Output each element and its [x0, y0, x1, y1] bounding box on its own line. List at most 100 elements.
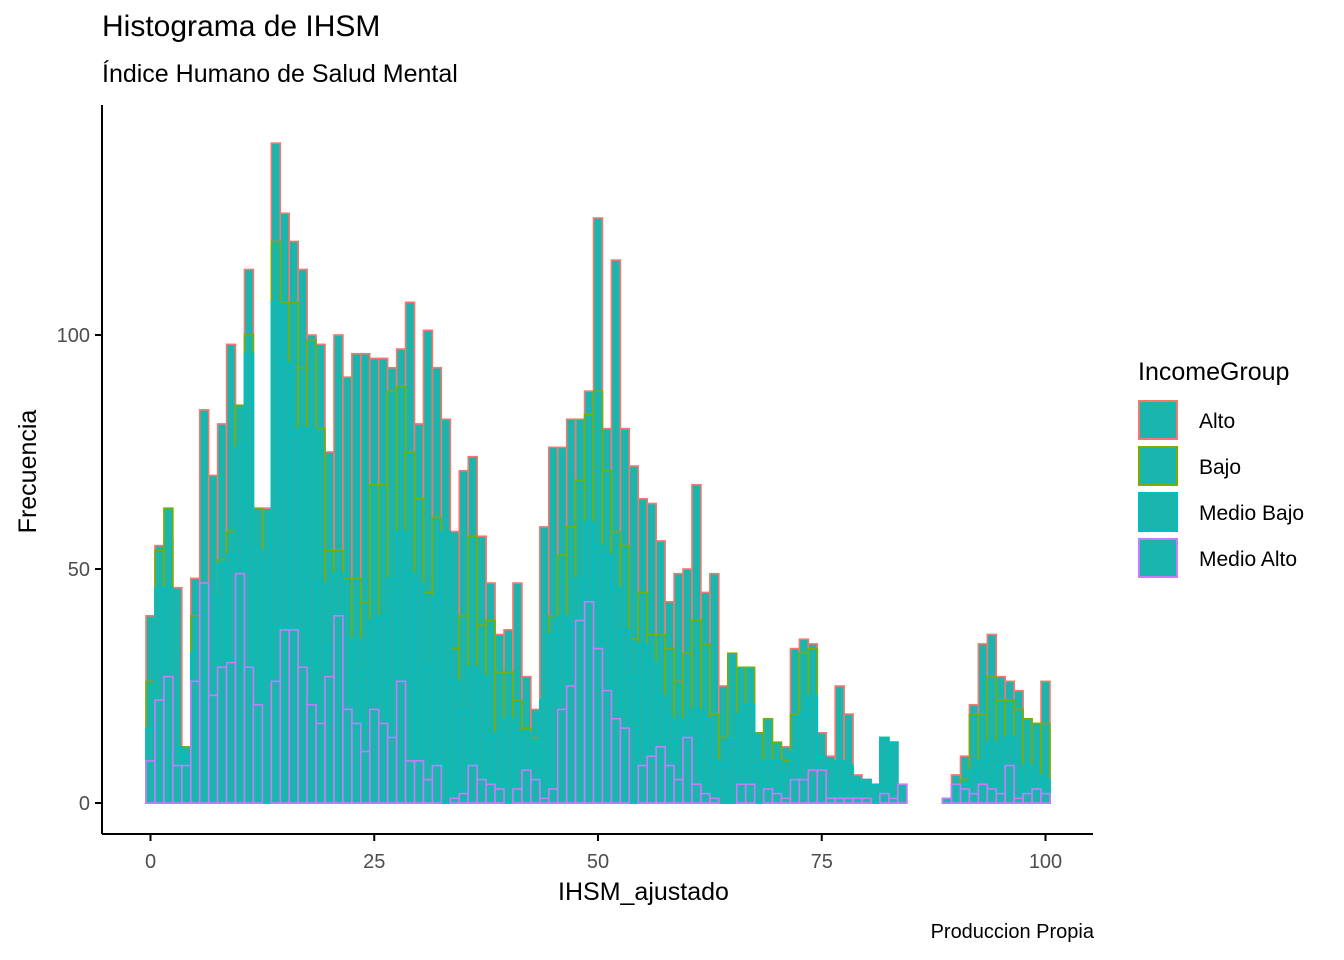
x-axis-label: IHSM_ajustado	[558, 878, 729, 906]
bar-medio-bajo-13	[261, 558, 273, 804]
bar-medio-alto-6	[198, 582, 210, 804]
bar-medio-alto-43	[530, 778, 541, 804]
bar-medio-alto-48	[574, 619, 586, 804]
bar-medio-alto-84	[897, 783, 908, 804]
bar-medio-alto-38	[485, 783, 496, 804]
bar-medio-alto-60	[682, 736, 693, 804]
bar-medio-alto-76	[825, 797, 836, 804]
bar-medio-alto-50	[592, 647, 604, 804]
bar-medio-bajo-63	[709, 760, 720, 804]
bar-medio-alto-14	[270, 680, 282, 804]
bar-medio-alto-97	[1013, 797, 1024, 804]
legend-item-medio-alto: Medio Alto	[1138, 538, 1338, 584]
bar-medio-bajo-78	[843, 764, 854, 804]
bar-medio-alto-21	[333, 614, 344, 804]
legend-title: IncomeGroup	[1138, 358, 1290, 386]
bar-medio-alto-24	[360, 750, 371, 804]
bar-medio-alto-46	[556, 708, 568, 804]
bar-medio-alto-67	[744, 783, 756, 804]
bar-medio-alto-51	[601, 689, 613, 804]
bar-medio-alto-96	[1004, 764, 1015, 804]
bar-medio-alto-41	[512, 788, 523, 804]
bar-medio-bajo-45	[547, 633, 559, 804]
bar-medio-alto-69	[762, 788, 774, 804]
x-tick-label: 75	[811, 851, 833, 873]
bar-medio-bajo-68	[753, 764, 765, 804]
bar-medio-alto-90	[950, 783, 962, 804]
bar-medio-alto-98	[1022, 792, 1033, 804]
bar-medio-alto-5	[189, 680, 201, 804]
bar-medio-alto-49	[583, 600, 595, 804]
bar-medio-bajo-40	[503, 717, 514, 804]
legend-label: Medio Alto	[1199, 548, 1298, 571]
bar-medio-alto-29	[404, 760, 416, 804]
bar-medio-alto-0	[145, 760, 156, 804]
x-tick-label: 100	[1029, 851, 1062, 873]
bar-medio-alto-11	[243, 666, 255, 804]
bar-medio-alto-39	[494, 788, 505, 804]
bar-medio-alto-36	[467, 764, 478, 804]
bar-medio-alto-8	[216, 666, 228, 804]
bar-medio-alto-4	[181, 764, 192, 804]
y-tick-label: 0	[79, 793, 90, 815]
bar-medio-bajo-54	[628, 675, 640, 804]
bar-medio-alto-27	[386, 736, 398, 804]
bar-medio-alto-95	[995, 792, 1007, 804]
bar-medio-bajo-77	[834, 760, 845, 804]
bar-medio-alto-10	[234, 572, 246, 804]
bar-medio-alto-62	[700, 792, 711, 804]
bar-medio-alto-72	[789, 778, 801, 804]
bar-medio-alto-93	[977, 783, 989, 804]
bar-medio-alto-1	[154, 699, 165, 804]
bar-medio-alto-42	[521, 769, 532, 804]
bar-medio-alto-3	[172, 764, 183, 804]
bar-medio-alto-80	[861, 797, 872, 804]
bar-medio-alto-31	[422, 778, 434, 804]
bar-medio-alto-100	[1040, 792, 1051, 804]
bar-medio-alto-58	[664, 764, 675, 804]
bar-medio-alto-91	[959, 788, 971, 804]
bar-medio-alto-32	[431, 764, 443, 804]
x-tick-label: 50	[587, 851, 609, 873]
bar-medio-alto-79	[852, 797, 863, 804]
bar-medio-bajo-76	[825, 764, 836, 804]
bar-medio-bajo-65	[726, 736, 738, 804]
bar-medio-alto-89	[941, 797, 953, 804]
y-axis-label: Frecuencia	[14, 410, 42, 534]
bar-medio-alto-77	[834, 797, 845, 804]
bar-medio-alto-28	[395, 680, 407, 804]
bar-medio-alto-73	[798, 778, 810, 804]
legend-key-bajo	[1138, 446, 1178, 486]
bar-medio-bajo-81	[870, 783, 881, 804]
bar-medio-alto-23	[351, 722, 362, 804]
bar-medio-alto-45	[547, 788, 559, 804]
bar-medio-bajo-35	[458, 708, 470, 804]
bar-medio-alto-55	[637, 764, 649, 804]
chart-title: Histograma de IHSM	[102, 10, 381, 43]
bar-medio-alto-15	[279, 629, 291, 804]
bars-layer	[145, 142, 1051, 804]
bar-medio-alto-30	[413, 760, 425, 804]
bar-medio-alto-66	[735, 783, 747, 804]
bar-medio-alto-37	[476, 778, 487, 804]
bar-medio-bajo-64	[718, 764, 729, 804]
bar-medio-bajo-33	[440, 530, 452, 804]
bar-medio-alto-26	[377, 722, 389, 804]
chart-caption: Produccion Propia	[930, 921, 1094, 943]
bar-medio-alto-18	[306, 703, 317, 804]
bar-medio-alto-12	[252, 703, 264, 804]
bar-medio-alto-35	[458, 792, 470, 804]
bar-medio-alto-53	[619, 727, 631, 804]
legend-label: Bajo	[1199, 456, 1242, 479]
legend-item-alto: Alto	[1138, 400, 1338, 446]
chart-subtitle: Índice Humano de Salud Mental	[102, 60, 458, 88]
bar-medio-alto-52	[610, 717, 622, 804]
legend-key-alto	[1138, 400, 1178, 440]
bar-medio-alto-56	[646, 755, 657, 804]
bar-medio-bajo-34	[449, 680, 461, 804]
bar-medio-alto-92	[968, 792, 980, 804]
bar-medio-alto-78	[843, 797, 854, 804]
y-tick-label: 100	[57, 325, 90, 347]
bar-medio-alto-7	[207, 694, 219, 804]
